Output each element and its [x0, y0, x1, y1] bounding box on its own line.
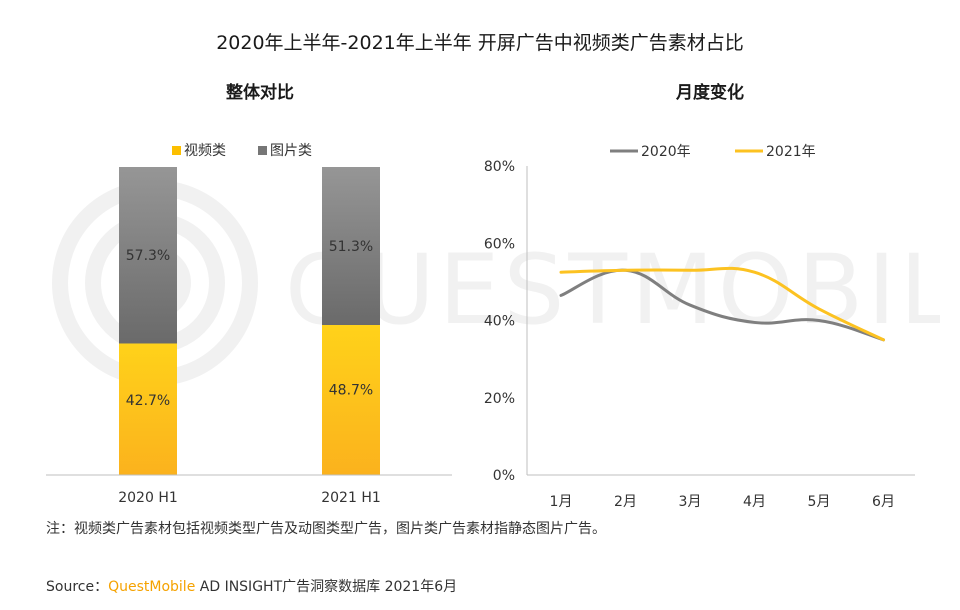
questmobile-watermark: QUESTMOBILE	[52, 180, 940, 386]
line-y-tick-0: 0%	[493, 468, 515, 484]
bar-data-label-0-0: 42.7%	[126, 393, 170, 409]
line-series-0	[559, 268, 885, 342]
page-title: 2020年上半年-2021年上半年 开屏广告中视频类广告素材占比	[216, 32, 744, 54]
bar-data-label-1-1: 51.3%	[329, 239, 373, 255]
bar-segment-0-0	[119, 343, 177, 475]
line-y-tick-4: 80%	[484, 159, 515, 175]
bar-legend-label-0: 视频类	[184, 143, 226, 159]
source-brand: QuestMobile	[108, 579, 196, 595]
bar-legend-label-1: 图片类	[270, 143, 312, 159]
source-line: Source：QuestMobile AD INSIGHT广告洞察数据库 202…	[46, 576, 457, 596]
line-x-tick-2: 3月	[679, 494, 702, 510]
line-x-tick-1: 2月	[614, 494, 637, 510]
line-chart-title: 月度变化	[676, 83, 744, 103]
svg-text:QUESTMOBILE: QUESTMOBILE	[285, 234, 940, 346]
line-x-tick-5: 6月	[872, 494, 895, 510]
line-x-tick-3: 4月	[743, 494, 766, 510]
bar-legend-swatch-1	[258, 146, 267, 155]
line-chart: 2020年 2021年 0% 20% 40% 60% 80% 1月 2月 3月 4月 5月 6月	[484, 144, 915, 510]
bar-chart-title: 整体对比	[226, 83, 294, 103]
line-legend-label-1: 2021年	[766, 144, 816, 160]
footnote: 注：视频类广告素材包括视频类型广告及动图类型广告，图片类广告素材指静态图片广告。	[46, 521, 606, 537]
line-y-tick-2: 40%	[484, 314, 515, 330]
line-series-1	[559, 266, 885, 342]
line-legend-label-0: 2020年	[641, 144, 691, 160]
bar-data-label-1-0: 48.7%	[329, 383, 373, 399]
bar-legend-swatch-0	[172, 146, 181, 155]
line-y-tick-3: 60%	[484, 236, 515, 252]
source-prefix: Source：	[46, 579, 109, 595]
bar-segment-0-1	[119, 167, 177, 344]
source-rest: AD INSIGHT广告洞察数据库 2021年6月	[195, 579, 458, 595]
bar-data-label-0-1: 57.3%	[126, 248, 170, 264]
line-x-tick-0: 1月	[550, 494, 573, 510]
bar-segment-1-1	[322, 167, 380, 326]
bar-segment-1-0	[322, 325, 380, 475]
stacked-bar-chart: 视频类 图片类 42.7% 57.3% 48.7% 51.3% 2020 H1 2021 …	[46, 143, 452, 506]
bar-x-tick-0: 2020 H1	[118, 490, 178, 506]
line-y-tick-1: 20%	[484, 391, 515, 407]
bar-x-tick-1: 2021 H1	[321, 490, 381, 506]
line-x-tick-4: 5月	[808, 494, 831, 510]
